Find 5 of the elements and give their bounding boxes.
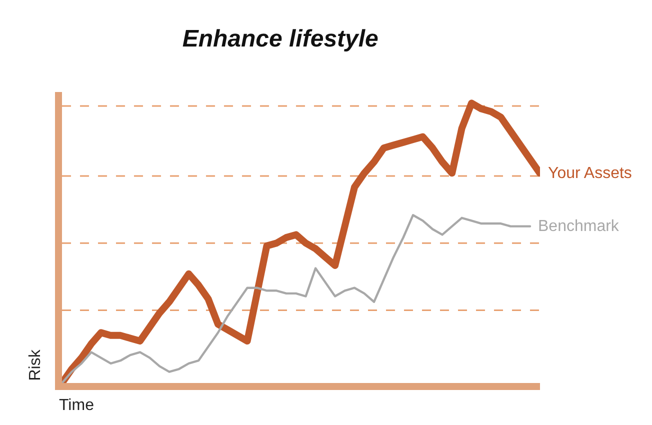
series-label: Benchmark [538, 218, 620, 235]
chart-title: Enhance lifestyle [182, 26, 378, 53]
y-axis-title: Risk [26, 348, 44, 381]
series-label: Your Assets [548, 165, 632, 182]
x-axis-title: Time [59, 397, 94, 414]
